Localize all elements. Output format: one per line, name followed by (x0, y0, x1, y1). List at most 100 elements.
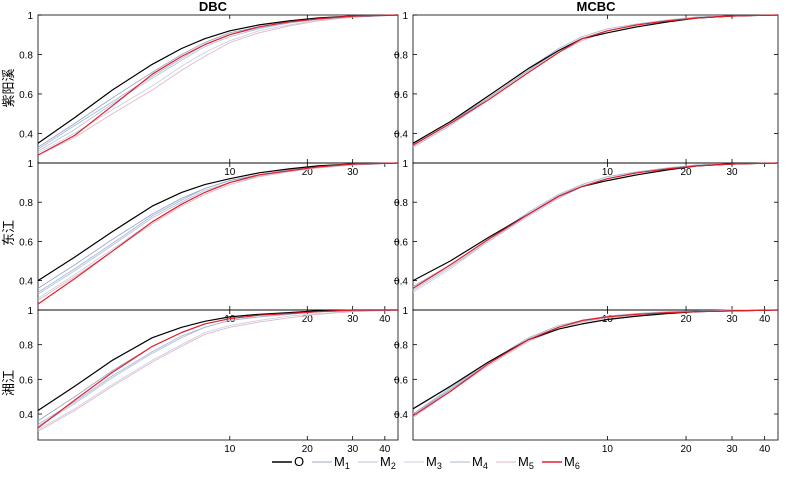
series-line-m6 (412, 14, 779, 146)
y-tick-label: 0.6 (19, 375, 33, 386)
y-tick-label: 0.8 (19, 198, 33, 209)
series-line-m2 (37, 309, 399, 427)
series-line-m4 (37, 309, 399, 425)
series-line-m5 (37, 162, 399, 301)
y-tick-label: 0.8 (394, 198, 408, 209)
y-tick-label: 0.8 (394, 50, 408, 61)
y-tick-label: 1 (27, 159, 33, 170)
x-tick-label: 40 (379, 444, 391, 455)
legend-label: M3 (426, 454, 442, 471)
legend-entry-m1: M1 (312, 454, 350, 471)
panel-frame (37, 309, 399, 441)
panel-frame (412, 14, 779, 164)
legend-entry-m2: M2 (358, 454, 396, 471)
x-tick-label: 30 (726, 167, 738, 178)
series-line-m3 (37, 14, 399, 154)
x-tick-label: 40 (379, 314, 391, 325)
panel-1-0: 0.4 0.6 0.8 1 10 20 30 40 (19, 159, 399, 325)
panel-0-1: 0.4 0.6 0.8 1 10 20 30 (394, 11, 779, 178)
legend-entry-m5: M5 (496, 454, 534, 471)
x-tick-label: 10 (602, 444, 614, 455)
legend-label: M4 (472, 454, 488, 471)
x-tick-label: 20 (302, 444, 314, 455)
series-line-m1 (37, 309, 399, 422)
legend-label: O (294, 454, 304, 469)
series-line-m6 (37, 14, 399, 156)
y-tick-label: 0.4 (19, 129, 33, 140)
y-tick-label: 1 (402, 306, 408, 317)
series-line-m5 (412, 309, 779, 418)
panel-frame (412, 309, 779, 441)
x-tick-label: 30 (347, 444, 359, 455)
series-line-m4 (37, 162, 399, 293)
series-line-m2 (37, 14, 399, 152)
column-title-mcbc: MCBC (577, 0, 617, 14)
panel-frame (37, 162, 399, 311)
y-tick-label: 0.4 (394, 410, 408, 421)
series-line-m6 (412, 162, 779, 289)
legend: O M1 M2 M3 M4 M5 M6 (272, 454, 580, 471)
x-tick-label: 20 (680, 314, 692, 325)
series-line-m5 (37, 14, 399, 156)
y-tick-label: 1 (402, 11, 408, 22)
x-tick-label: 40 (759, 444, 771, 455)
legend-entry-o: O (272, 454, 304, 469)
series-line-m6 (37, 309, 398, 429)
legend-label: M5 (518, 454, 534, 471)
y-tick-label: 0.6 (394, 90, 408, 101)
series-line-m4 (412, 309, 778, 415)
x-tick-label: 20 (680, 444, 692, 455)
legend-label: M6 (564, 454, 580, 471)
legend-entry-m6: M6 (542, 454, 580, 471)
row-label-xiangjiang: 湘江 (1, 370, 16, 396)
x-tick-label: 40 (759, 314, 771, 325)
legend-label: M2 (380, 454, 396, 471)
legend-entry-m3: M3 (404, 454, 442, 471)
x-tick-label: 10 (602, 167, 614, 178)
y-tick-label: 1 (402, 159, 408, 170)
series-line-m6 (412, 309, 779, 417)
series-line-m6 (37, 162, 399, 305)
legend-entry-m4: M4 (450, 454, 488, 471)
x-tick-label: 20 (680, 167, 692, 178)
y-tick-label: 1 (27, 11, 33, 22)
series-line-o (37, 162, 399, 282)
x-tick-label: 10 (224, 444, 236, 455)
series-line-m3 (37, 162, 399, 299)
row-label-ziyangxi: 紫阳溪 (1, 68, 16, 107)
row-label-dongjiang: 东江 (1, 220, 16, 246)
series-line-m1 (412, 162, 779, 287)
x-tick-label: 30 (726, 444, 738, 455)
y-tick-label: 0.8 (19, 50, 33, 61)
y-tick-label: 1 (27, 306, 33, 317)
series-line-m3 (412, 309, 779, 417)
series-line-m3 (37, 309, 399, 430)
series-line-m1 (412, 309, 779, 415)
x-tick-label: 30 (726, 314, 738, 325)
x-tick-label: 20 (302, 167, 314, 178)
y-tick-label: 0.4 (394, 277, 408, 288)
y-tick-label: 0.6 (19, 237, 33, 248)
x-tick-label: 10 (224, 314, 236, 325)
panel-1-1: 0.4 0.6 0.8 1 10 20 30 40 (394, 159, 779, 325)
series-line-o (412, 309, 779, 410)
y-tick-label: 0.4 (394, 129, 408, 140)
panel-frame (412, 162, 779, 311)
x-tick-label: 30 (347, 167, 359, 178)
y-tick-label: 0.6 (394, 237, 408, 248)
series-line-m2 (37, 162, 399, 295)
x-tick-label: 30 (347, 314, 359, 325)
panel-0-0: 0.4 0.6 0.8 1 10 20 30 (19, 11, 399, 178)
series-line-m2 (412, 309, 779, 417)
y-tick-label: 0.4 (19, 277, 33, 288)
panel-2-1: 0.4 0.6 0.8 1 10 20 30 40 (394, 306, 779, 455)
y-tick-label: 0.8 (394, 341, 408, 352)
y-tick-label: 0.8 (19, 341, 33, 352)
legend-label: M1 (334, 454, 350, 471)
x-tick-label: 10 (224, 167, 236, 178)
y-tick-label: 0.4 (19, 410, 33, 421)
y-tick-label: 0.6 (19, 90, 33, 101)
series-line-o (37, 309, 398, 412)
